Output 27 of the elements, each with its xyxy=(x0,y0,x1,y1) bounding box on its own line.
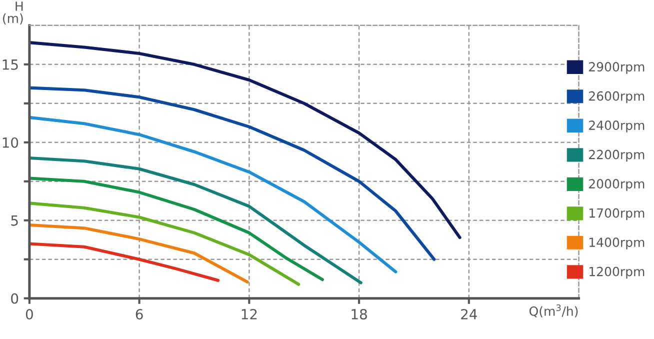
line-series xyxy=(29,242,220,282)
legend-label: 1200rpm xyxy=(590,266,644,279)
legend-label: 2600rpm xyxy=(589,91,644,104)
y-axis-title: H (m) xyxy=(3,2,23,24)
line-series xyxy=(29,86,436,261)
x-tick-label: 6 xyxy=(136,308,143,320)
x-tick-label: 0 xyxy=(26,308,33,320)
x-tick-label: 18 xyxy=(352,308,367,320)
legend-label: 2000rpm xyxy=(589,179,644,191)
legend-label: 2400rpm xyxy=(589,120,644,132)
x-axis-title: Q(m$^{3}$/h) xyxy=(529,304,578,318)
x-tick-label: 12 xyxy=(242,308,257,320)
line-series xyxy=(29,41,462,240)
y-tick-label: 5 xyxy=(11,216,18,226)
legend-label: 2900rpm xyxy=(589,62,644,74)
line-series xyxy=(29,202,300,286)
y-tick-label: 10 xyxy=(2,137,18,148)
line-series xyxy=(29,224,249,284)
y-tick-label: 0 xyxy=(11,293,18,304)
legend-label: 1400rpm xyxy=(590,238,644,250)
y-tick-label: 15 xyxy=(2,60,18,70)
legend-label: 2200rpm xyxy=(589,150,644,162)
line-series xyxy=(29,176,324,282)
x-tick-label: 24 xyxy=(461,308,477,320)
line-series xyxy=(29,156,362,284)
legend-label: 1700rpm xyxy=(590,208,644,220)
line-series xyxy=(29,116,398,274)
